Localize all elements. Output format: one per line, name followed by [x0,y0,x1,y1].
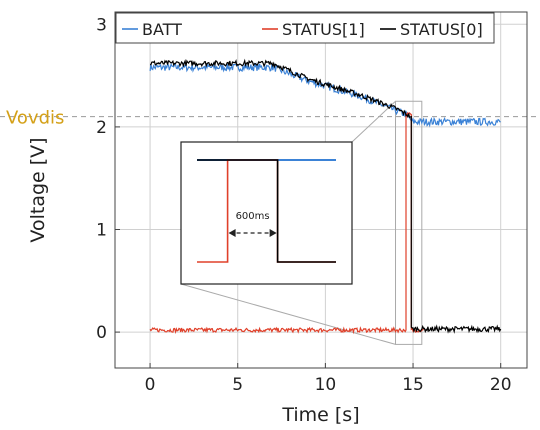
x-tick-label: 0 [145,375,156,395]
legend-label: BATT [142,20,182,39]
legend-label: STATUS[0] [400,20,483,39]
x-tick-label: 15 [402,375,424,395]
y-tick-label: 1 [96,220,107,240]
legend: BATT STATUS[1] STATUS[0] [116,13,494,43]
zoom-connector [352,101,396,142]
x-tick-label: 20 [490,375,512,395]
y-tick-label: 0 [96,323,107,343]
reference-line-layer: Vovdis [0,108,540,129]
x-tick-label: 5 [232,375,243,395]
y-axis-title: Voltage [V] [27,137,49,242]
reference-line-label: Vovdis [6,108,64,129]
legend-label: STATUS[1] [282,20,365,39]
y-tick-label: 2 [96,118,107,138]
zoom-connector [181,284,396,344]
inset-zoom: 600ms [181,142,352,284]
x-axis-title: Time [s] [281,404,359,426]
inset-annotation: 600ms [236,211,270,222]
y-tick-label: 3 [96,15,107,35]
x-tick-label: 10 [315,375,337,395]
zoom-window [396,101,422,344]
